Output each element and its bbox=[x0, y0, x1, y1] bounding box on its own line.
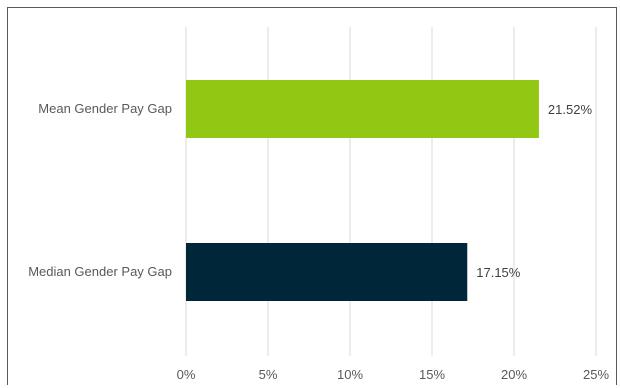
bar bbox=[186, 80, 539, 138]
data-label: 17.15% bbox=[476, 265, 521, 280]
category-label: Median Gender Pay Gap bbox=[28, 264, 172, 279]
bars bbox=[186, 80, 539, 301]
x-tick-label: 0% bbox=[177, 367, 196, 382]
x-tick-label: 25% bbox=[583, 367, 609, 382]
x-tick-label: 20% bbox=[501, 367, 527, 382]
x-tick-label: 15% bbox=[419, 367, 445, 382]
data-label: 21.52% bbox=[548, 102, 593, 117]
category-label: Mean Gender Pay Gap bbox=[38, 101, 172, 116]
gridlines bbox=[185, 27, 597, 356]
x-tick-label: 5% bbox=[259, 367, 278, 382]
bar bbox=[186, 243, 468, 301]
chart-area bbox=[7, 7, 617, 385]
labels: 0% 5% 10% 15% 20% 25% Mean Gender Pay Gap 21.52… bbox=[28, 101, 609, 382]
x-tick-label: 10% bbox=[337, 367, 363, 382]
